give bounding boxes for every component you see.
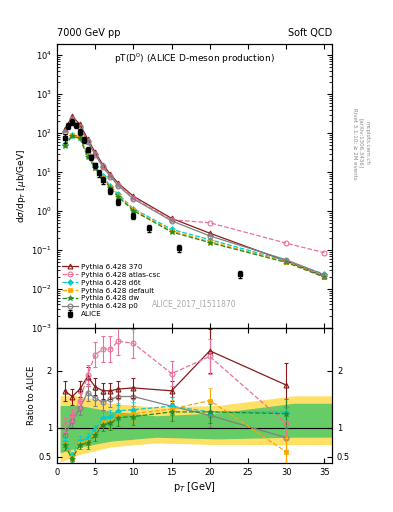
Text: Rivet 3.1.10; ≥ 2M events: Rivet 3.1.10; ≥ 2M events (352, 108, 357, 179)
Pythia 6.428 370 (131, 193, 136, 199)
Pythia 6.428 370 (62, 126, 67, 133)
Pythia 6.428 370 (169, 215, 174, 221)
Pythia 6.428 p0 (169, 218, 174, 224)
Pythia 6.428 p0 (62, 129, 67, 135)
Pythia 6.428 p0 (85, 138, 90, 144)
Pythia 6.428 p0 (93, 152, 97, 158)
Pythia 6.428 p0 (284, 257, 288, 263)
Pythia 6.428 atlas-csc (284, 240, 288, 246)
Pythia 6.428 dw (116, 194, 121, 200)
Pythia 6.428 370 (284, 258, 288, 264)
Pythia 6.428 p0 (101, 164, 105, 170)
Pythia 6.428 atlas-csc (108, 173, 113, 179)
Line: Pythia 6.428 d6t: Pythia 6.428 d6t (62, 133, 327, 276)
Pythia 6.428 dw (70, 133, 75, 139)
Pythia 6.428 default (70, 132, 75, 138)
Pythia 6.428 p0 (70, 117, 75, 123)
Pythia 6.428 p0 (208, 233, 212, 239)
Pythia 6.428 dw (322, 274, 327, 280)
Pythia 6.428 d6t (169, 226, 174, 232)
Pythia 6.428 default (322, 273, 327, 280)
Pythia 6.428 370 (108, 171, 113, 177)
Pythia 6.428 default (131, 207, 136, 213)
Pythia 6.428 370 (85, 136, 90, 142)
Pythia 6.428 default (101, 175, 105, 181)
Pythia 6.428 default (169, 228, 174, 234)
X-axis label: p$_T$ [GeV]: p$_T$ [GeV] (173, 480, 216, 494)
Pythia 6.428 atlas-csc (131, 195, 136, 201)
Pythia 6.428 dw (77, 135, 82, 141)
Pythia 6.428 dw (169, 229, 174, 235)
Pythia 6.428 default (284, 259, 288, 265)
Pythia 6.428 d6t (208, 237, 212, 243)
Pythia 6.428 d6t (85, 151, 90, 157)
Pythia 6.428 atlas-csc (101, 163, 105, 169)
Pythia 6.428 dw (208, 240, 212, 246)
Pythia 6.428 370 (77, 121, 82, 127)
Text: Soft QCD: Soft QCD (288, 28, 332, 38)
Line: Pythia 6.428 default: Pythia 6.428 default (62, 133, 327, 279)
Pythia 6.428 370 (93, 150, 97, 156)
Pythia 6.428 d6t (108, 183, 113, 189)
Y-axis label: Ratio to ALICE: Ratio to ALICE (27, 366, 36, 425)
Pythia 6.428 d6t (284, 258, 288, 264)
Pythia 6.428 370 (101, 162, 105, 168)
Pythia 6.428 dw (85, 154, 90, 160)
Line: Pythia 6.428 atlas-csc: Pythia 6.428 atlas-csc (62, 117, 327, 255)
Pythia 6.428 dw (101, 176, 105, 182)
Y-axis label: d$\sigma$/dp$_T$ [$\mu$b/GeV]: d$\sigma$/dp$_T$ [$\mu$b/GeV] (15, 148, 28, 223)
Pythia 6.428 p0 (322, 272, 327, 278)
Pythia 6.428 default (208, 239, 212, 245)
Pythia 6.428 p0 (116, 183, 121, 189)
Pythia 6.428 d6t (62, 141, 67, 147)
Pythia 6.428 370 (70, 113, 75, 119)
Pythia 6.428 p0 (108, 174, 113, 180)
Pythia 6.428 atlas-csc (85, 138, 90, 144)
Pythia 6.428 d6t (93, 163, 97, 169)
Pythia 6.428 d6t (322, 271, 327, 277)
Pythia 6.428 default (108, 184, 113, 190)
Pythia 6.428 atlas-csc (70, 116, 75, 122)
Pythia 6.428 d6t (116, 191, 121, 197)
Line: Pythia 6.428 dw: Pythia 6.428 dw (62, 134, 327, 280)
Pythia 6.428 370 (208, 230, 212, 236)
Pythia 6.428 default (85, 152, 90, 158)
Pythia 6.428 atlas-csc (208, 220, 212, 226)
Pythia 6.428 default (93, 164, 97, 170)
Pythia 6.428 atlas-csc (62, 129, 67, 135)
Pythia 6.428 dw (108, 185, 113, 191)
Text: mcplots.cern.ch: mcplots.cern.ch (365, 121, 370, 165)
Pythia 6.428 370 (322, 273, 327, 280)
Text: 7000 GeV pp: 7000 GeV pp (57, 28, 121, 38)
Pythia 6.428 atlas-csc (116, 181, 121, 187)
Pythia 6.428 dw (131, 208, 136, 214)
Text: ALICE_2017_I1511870: ALICE_2017_I1511870 (152, 299, 237, 308)
Pythia 6.428 atlas-csc (77, 123, 82, 130)
Pythia 6.428 d6t (101, 173, 105, 179)
Pythia 6.428 default (77, 134, 82, 140)
Line: Pythia 6.428 370: Pythia 6.428 370 (62, 114, 327, 279)
Pythia 6.428 d6t (70, 132, 75, 138)
Pythia 6.428 p0 (77, 124, 82, 131)
Pythia 6.428 default (116, 193, 121, 199)
Pythia 6.428 atlas-csc (322, 250, 327, 256)
Line: Pythia 6.428 p0: Pythia 6.428 p0 (62, 118, 327, 278)
Pythia 6.428 d6t (131, 206, 136, 212)
Text: pT(D$^0$) (ALICE D-meson production): pT(D$^0$) (ALICE D-meson production) (114, 52, 275, 67)
Pythia 6.428 p0 (131, 196, 136, 202)
Pythia 6.428 dw (62, 142, 67, 148)
Pythia 6.428 d6t (77, 134, 82, 140)
Legend: Pythia 6.428 370, Pythia 6.428 atlas-csc, Pythia 6.428 d6t, Pythia 6.428 default: Pythia 6.428 370, Pythia 6.428 atlas-csc… (61, 263, 162, 318)
Pythia 6.428 dw (93, 165, 97, 172)
Pythia 6.428 dw (284, 260, 288, 266)
Pythia 6.428 atlas-csc (93, 151, 97, 157)
Pythia 6.428 370 (116, 180, 121, 186)
Text: [arXiv:1306.3436]: [arXiv:1306.3436] (358, 118, 364, 168)
Pythia 6.428 atlas-csc (169, 217, 174, 223)
Pythia 6.428 default (62, 142, 67, 148)
